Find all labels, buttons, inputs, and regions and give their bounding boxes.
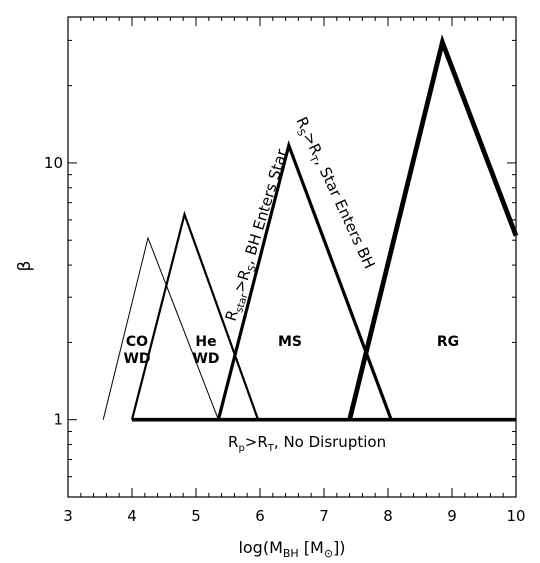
series-line-co-wd bbox=[102, 236, 219, 420]
series-line-rg bbox=[347, 34, 519, 421]
x-tick-label: 5 bbox=[191, 507, 201, 525]
series-line-he-wd bbox=[130, 210, 260, 421]
x-tick-label: 8 bbox=[383, 507, 393, 525]
plot-frame bbox=[67, 16, 517, 498]
series-line-ms bbox=[216, 140, 393, 421]
ms-label: MS bbox=[278, 334, 302, 350]
y-axis-label: β bbox=[15, 261, 35, 272]
co-label-line1: CO bbox=[126, 334, 148, 350]
co-label-line2: WD bbox=[123, 351, 150, 367]
star-enters-bh-label: RS>RT, Star Enters BH bbox=[290, 114, 379, 273]
he-label-line1: He bbox=[195, 334, 216, 350]
bh-enters-star-label: Rstar>RS, BH Enters Star bbox=[222, 146, 295, 324]
no-disruption-label: Rp>RT, No Disruption bbox=[228, 433, 386, 454]
y-tick-label: 1 bbox=[53, 411, 63, 429]
y-tick-label: 10 bbox=[44, 154, 63, 172]
series-group bbox=[102, 34, 519, 422]
rg-label: RG bbox=[437, 334, 459, 350]
x-tick-label: 4 bbox=[127, 507, 137, 525]
he-label-line2: WD bbox=[192, 351, 219, 367]
x-tick-label: 3 bbox=[63, 507, 73, 525]
x-tick-label: 10 bbox=[506, 507, 525, 525]
label-group: log(MBH [M⊙]) β CO WD He WD MS RG Rp>RT,… bbox=[15, 114, 459, 560]
axis-ticks: 3 4 5 6 7 8 9 10 1 10 bbox=[44, 17, 526, 525]
x-tick-label: 6 bbox=[255, 507, 265, 525]
x-tick-label: 7 bbox=[319, 507, 329, 525]
x-tick-label: 9 bbox=[447, 507, 457, 525]
x-axis-label: log(MBH [M⊙]) bbox=[238, 538, 345, 560]
